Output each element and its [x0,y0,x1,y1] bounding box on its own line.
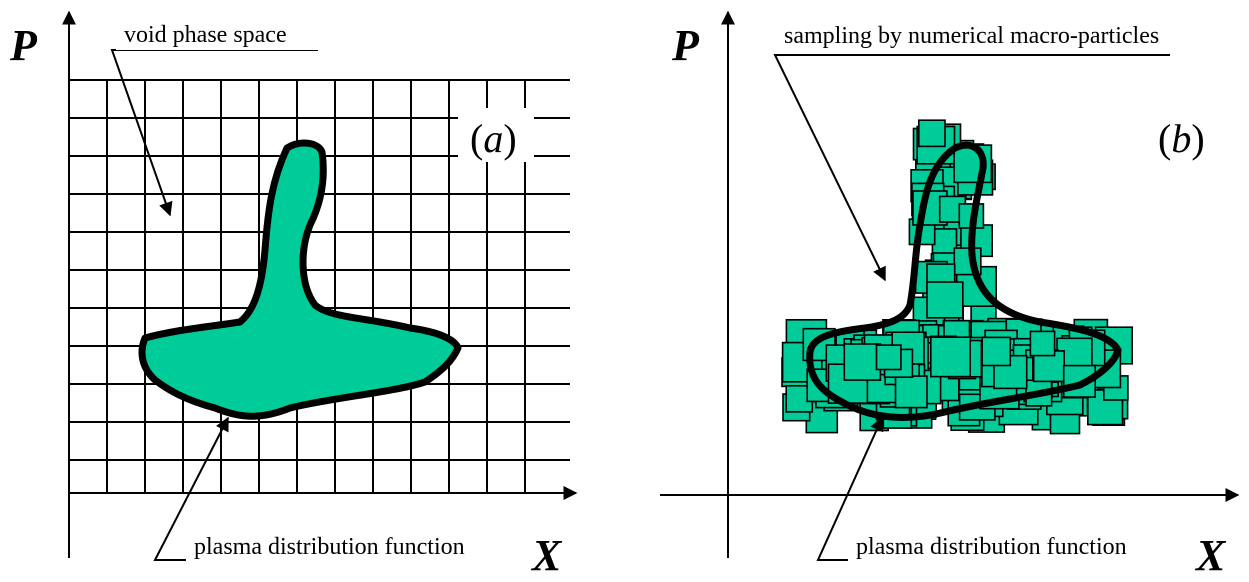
plasma-distribution-label-b: plasma distribution function [856,534,1127,560]
distribution-outline-b [806,141,1122,421]
macro-particle [929,336,971,378]
macro-particle [843,343,882,381]
panel-label-a-bg [458,108,534,162]
axis-x-label-a: X [530,531,563,580]
distribution-blob-a [138,139,462,420]
panel-label-a: (a) [470,116,517,161]
macro-particle [931,228,958,254]
axis-p-label-a: P [9,21,38,70]
plasma-label-b-bg [848,532,1188,562]
void-label-bg [116,20,324,50]
panel-b: P X (b) sampling by numerical macro-part… [660,10,1244,580]
leader-sampling-b [773,54,1170,282]
macro-particle [1029,330,1056,357]
void-phase-space-label: void phase space [124,22,287,48]
macro-particle [917,119,946,148]
macro-particle [894,375,928,409]
panel-label-b: (b) [1158,116,1205,161]
macro-particle [981,336,1012,367]
sampling-label: sampling by numerical macro-particles [784,23,1159,49]
macro-particle [926,281,964,319]
panel-a: P X (a) void phase space plasma distribu… [9,10,578,580]
axis-p-label-b: P [671,21,700,70]
plasma-label-a-bg [186,532,524,562]
sampling-label-bg [778,20,1244,52]
macro-particle [875,344,902,371]
axis-x-label-b: X [1194,531,1227,580]
plasma-distribution-label-a: plasma distribution function [194,534,465,560]
